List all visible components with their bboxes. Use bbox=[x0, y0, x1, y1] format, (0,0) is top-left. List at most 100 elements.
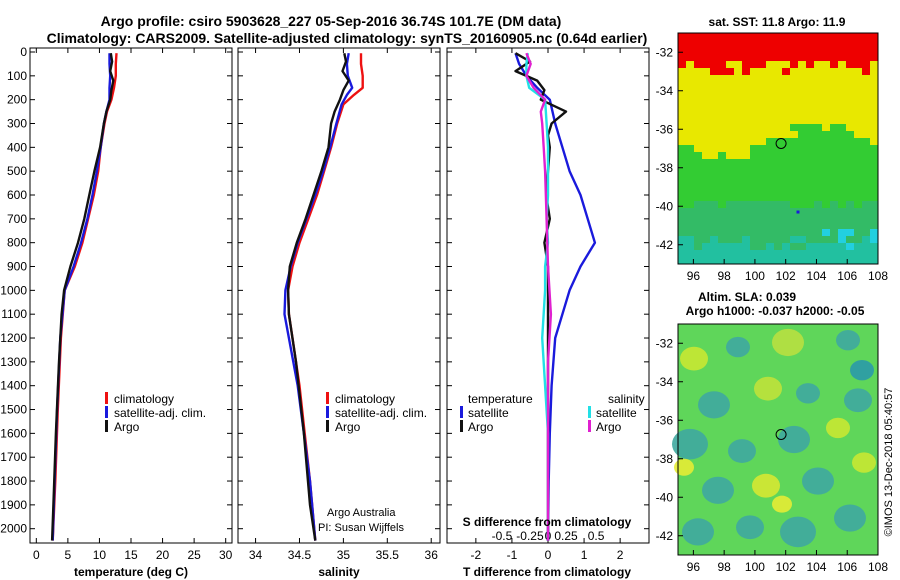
sst-cell bbox=[742, 201, 750, 208]
map-x-tick-label: 106 bbox=[837, 560, 857, 574]
sla-map bbox=[672, 324, 878, 555]
sst-cell bbox=[734, 96, 742, 103]
sst-cell bbox=[798, 82, 806, 89]
y-tick-label: 900 bbox=[7, 260, 27, 274]
sst-cell bbox=[870, 75, 878, 82]
sst-cell bbox=[774, 124, 782, 131]
sst-cell bbox=[862, 103, 870, 110]
sst-cell bbox=[774, 103, 782, 110]
sst-cell bbox=[766, 166, 774, 173]
sst-cell bbox=[862, 117, 870, 124]
sst-cell bbox=[870, 243, 878, 250]
sst-cell bbox=[782, 159, 790, 166]
sst-cell bbox=[798, 243, 806, 250]
sst-cell bbox=[798, 145, 806, 152]
sst-cell bbox=[702, 180, 710, 187]
sst-cell bbox=[814, 110, 822, 117]
sst-cell bbox=[822, 131, 830, 138]
sst-cell bbox=[798, 236, 806, 243]
sla-eddy bbox=[796, 383, 820, 404]
sst-cell bbox=[774, 229, 782, 236]
sst-cell bbox=[710, 166, 718, 173]
sst-cell bbox=[694, 47, 702, 54]
sst-cell bbox=[790, 124, 798, 131]
sst-cell bbox=[678, 159, 686, 166]
sst-blue-dot bbox=[796, 210, 800, 214]
sst-cell bbox=[742, 47, 750, 54]
sst-cell bbox=[838, 159, 846, 166]
sla-eddy bbox=[802, 467, 834, 495]
sst-cell bbox=[854, 131, 862, 138]
sst-cell bbox=[686, 61, 694, 68]
sst-cell bbox=[774, 201, 782, 208]
sst-cell bbox=[830, 82, 838, 89]
sst-cell bbox=[830, 145, 838, 152]
sst-cell bbox=[686, 145, 694, 152]
sst-cell bbox=[782, 152, 790, 159]
sla-map-ticks: 96 98 100 102 104 106 108 -32 -34 -36 -38 -40 -42 bbox=[656, 336, 889, 574]
sst-cell bbox=[846, 82, 854, 89]
y-tick-label: 800 bbox=[7, 236, 27, 250]
sst-cell bbox=[726, 75, 734, 82]
sst-cell bbox=[718, 82, 726, 89]
sst-cell bbox=[702, 173, 710, 180]
sst-cell bbox=[838, 68, 846, 75]
sst-cell bbox=[862, 96, 870, 103]
sla-eddy bbox=[850, 360, 874, 381]
axis-ticks: 0100200300400500600700800900100011001200… bbox=[0, 45, 649, 562]
sst-cell bbox=[742, 75, 750, 82]
sst-cell bbox=[846, 243, 854, 250]
sst-cell bbox=[694, 173, 702, 180]
sst-cell bbox=[694, 152, 702, 159]
s-tick-label: -0.5 bbox=[492, 529, 513, 543]
sst-cell bbox=[782, 187, 790, 194]
sst-cell bbox=[678, 173, 686, 180]
sst-cell bbox=[710, 40, 718, 47]
sst-cell bbox=[862, 243, 870, 250]
sst-cell bbox=[798, 229, 806, 236]
sst-cell bbox=[790, 54, 798, 61]
sst-cell bbox=[782, 68, 790, 75]
sst-cell bbox=[814, 173, 822, 180]
sst-cell bbox=[694, 250, 702, 257]
sst-cell bbox=[774, 152, 782, 159]
y-tick-label: 300 bbox=[7, 117, 27, 131]
sst-cell bbox=[678, 33, 686, 40]
sst-cell bbox=[854, 250, 862, 257]
sst-cell bbox=[830, 201, 838, 208]
sst-cell bbox=[694, 61, 702, 68]
legend-label-climatology: climatology bbox=[335, 392, 395, 406]
sst-cell bbox=[798, 124, 806, 131]
sst-cell bbox=[710, 138, 718, 145]
sst-cell bbox=[686, 75, 694, 82]
sst-cell bbox=[782, 250, 790, 257]
sst-cell bbox=[766, 208, 774, 215]
legend-label-argo: Argo bbox=[335, 420, 361, 434]
sst-cell bbox=[830, 103, 838, 110]
credit-argo-australia: Argo Australia bbox=[327, 507, 396, 519]
sst-cell bbox=[694, 75, 702, 82]
sst-cell bbox=[766, 159, 774, 166]
sst-cell bbox=[806, 68, 814, 75]
sst-cell bbox=[694, 103, 702, 110]
sst-cell bbox=[774, 159, 782, 166]
sst-cell bbox=[694, 117, 702, 124]
sst-cell bbox=[830, 166, 838, 173]
sst-cell bbox=[702, 201, 710, 208]
sst-cell bbox=[750, 201, 758, 208]
sst-cell bbox=[798, 208, 806, 215]
sst-cell bbox=[742, 229, 750, 236]
sst-cell bbox=[806, 75, 814, 82]
sst-cell bbox=[798, 131, 806, 138]
y-tick-label: 2000 bbox=[0, 522, 27, 536]
sst-cell bbox=[774, 61, 782, 68]
sla-eddy bbox=[752, 473, 780, 498]
sst-cell bbox=[830, 229, 838, 236]
sst-cell bbox=[854, 68, 862, 75]
temperature-axis-title: temperature (deg C) bbox=[74, 565, 188, 579]
sst-cell bbox=[822, 96, 830, 103]
sst-cell bbox=[678, 201, 686, 208]
y-tick-label: 1400 bbox=[0, 379, 27, 393]
sst-cell bbox=[822, 68, 830, 75]
